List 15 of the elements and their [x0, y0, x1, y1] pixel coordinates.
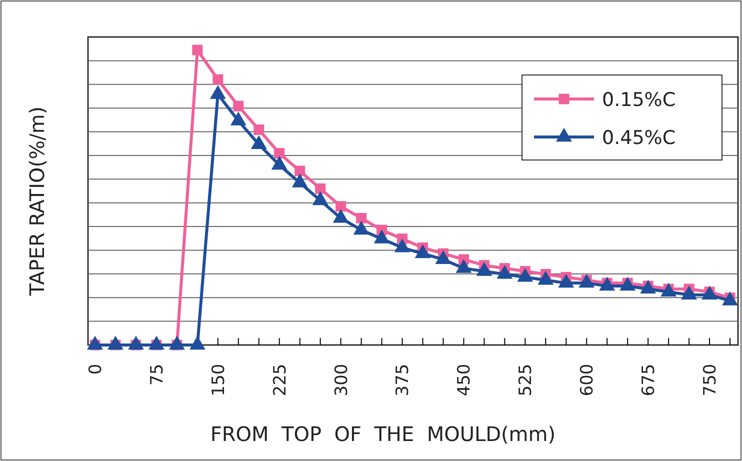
x-tick-label: 525	[516, 364, 536, 396]
x-axis-title: FROM TOP OF THE MOULD(mm)	[210, 422, 556, 446]
x-tick-label: 0	[86, 364, 106, 375]
x-tick-label: 450	[454, 364, 475, 396]
x-tick-label: 75	[147, 364, 168, 386]
legend-label: 0.15%C	[602, 89, 676, 111]
x-tick-label: 750	[700, 364, 720, 396]
x-tick-label: 600	[578, 364, 598, 396]
x-tick-label: 300	[332, 364, 352, 396]
x-tick-label: 225	[270, 364, 290, 396]
x-tick-label: 375	[393, 364, 414, 396]
y-axis-title: TAPER RATIO(%/m)	[25, 106, 49, 297]
x-tick-label: 675	[639, 364, 660, 396]
x-tick-label: 150	[208, 364, 229, 396]
legend-label: 0.45%C	[602, 127, 676, 149]
